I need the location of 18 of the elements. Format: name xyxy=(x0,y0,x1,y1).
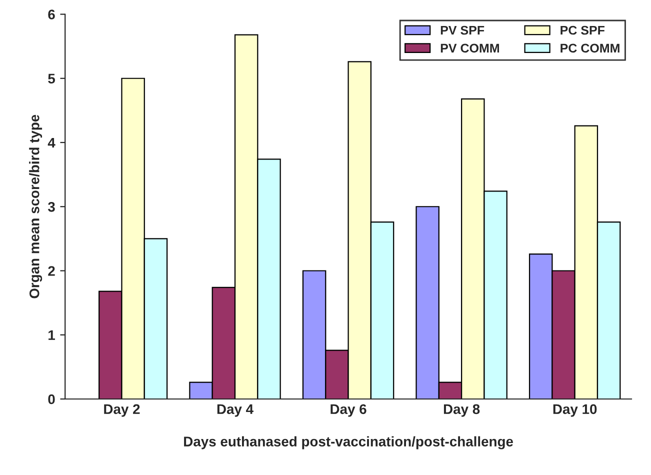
y-tick-label: 1 xyxy=(48,330,55,340)
y-tick-label: 4 xyxy=(48,138,56,148)
x-tick-label: Day 8 xyxy=(444,404,480,417)
legend-label: PC SPF xyxy=(560,26,604,35)
legend-label: PV SPF xyxy=(440,26,484,35)
y-tick-label: 3 xyxy=(48,202,55,212)
x-axis-title: Days euthanased post-vaccination/post-challenge xyxy=(184,436,513,450)
x-tick-label: Day 2 xyxy=(104,404,140,417)
legend-label: PC COMM xyxy=(560,44,620,53)
y-axis-title: Organ mean score/bird type xyxy=(29,114,42,298)
y-tick-label: 5 xyxy=(48,74,55,84)
y-tick-label: 0 xyxy=(48,394,55,404)
x-tick-label: Day 4 xyxy=(217,404,254,417)
x-tick-label: Day 10 xyxy=(553,404,597,417)
y-tick-label: 6 xyxy=(48,10,55,20)
y-tick-label: 2 xyxy=(48,266,55,276)
legend-label: PV COMM xyxy=(440,44,499,53)
x-tick-label: Day 6 xyxy=(330,404,366,417)
